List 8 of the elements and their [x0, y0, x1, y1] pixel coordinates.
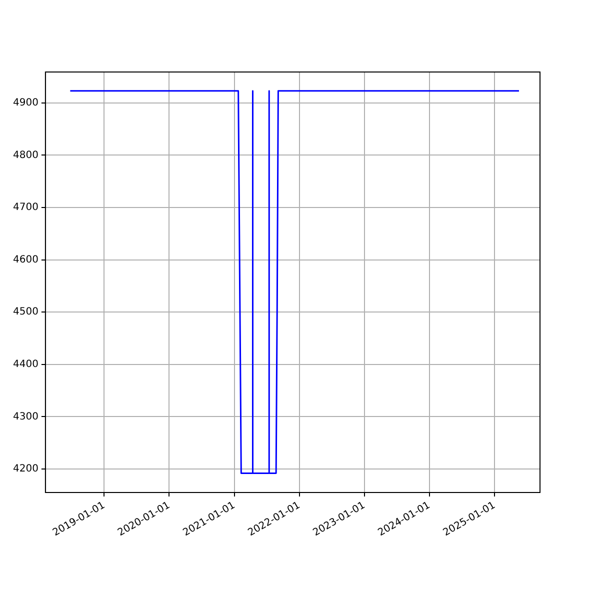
y-tick-label: 4900: [12, 97, 38, 108]
y-tick-label: 4600: [12, 254, 38, 266]
y-tick-label: 4300: [12, 411, 38, 422]
y-tick-label: 4700: [12, 202, 38, 214]
y-tick-label: 4200: [12, 464, 38, 475]
y-tick-label: 4800: [12, 150, 38, 161]
y-tick-label: 4400: [12, 358, 38, 370]
y-tick-label: 4500: [12, 306, 38, 318]
